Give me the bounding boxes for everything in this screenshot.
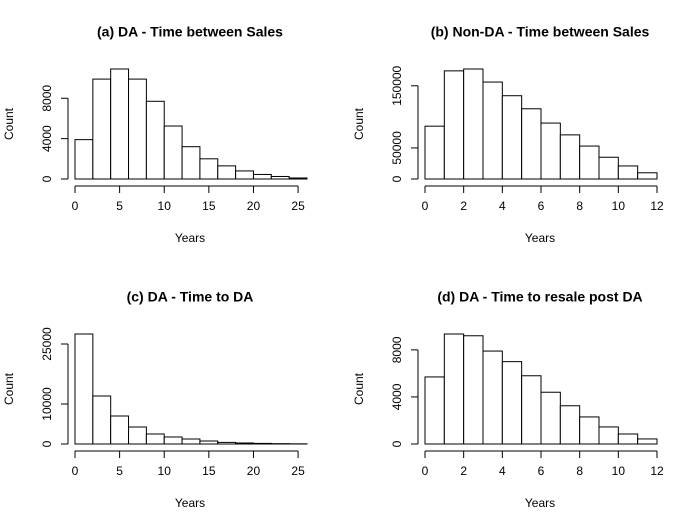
- bar: [443, 70, 465, 180]
- x-tick-label: 0: [72, 199, 79, 213]
- bar: [252, 442, 272, 445]
- bar: [199, 158, 219, 180]
- bar: [521, 108, 542, 180]
- bar: [559, 134, 581, 180]
- x-tick-label: 0: [422, 464, 429, 478]
- x-tick-label: 10: [612, 464, 626, 478]
- y-tick-label: 150000: [390, 65, 404, 105]
- x-tick-label: 2: [460, 464, 467, 478]
- x-tick-label: 10: [158, 464, 172, 478]
- bar: [424, 376, 445, 445]
- bar: [501, 95, 523, 180]
- bar: [145, 433, 165, 445]
- x-tick-label: 6: [538, 464, 545, 478]
- x-tick-label: 20: [247, 464, 261, 478]
- bar: [598, 426, 619, 445]
- bar: [235, 442, 254, 445]
- y-tick-label: 4000: [40, 125, 54, 152]
- y-axis-label: Count: [2, 372, 16, 405]
- bar: [521, 375, 542, 445]
- bar: [463, 68, 484, 180]
- x-tick-label: 4: [499, 464, 506, 478]
- bar: [540, 122, 561, 180]
- x-axis-label: Years: [175, 496, 205, 510]
- panel-title: (a) DA - Time between Sales: [97, 24, 283, 40]
- bar: [128, 78, 147, 180]
- x-tick-label: 8: [576, 199, 583, 213]
- x-tick-label: 8: [576, 464, 583, 478]
- bar: [163, 125, 183, 180]
- y-axis-label: Count: [352, 107, 366, 140]
- y-tick-label: 0: [40, 175, 54, 182]
- bar: [617, 433, 639, 445]
- bar: [235, 170, 254, 180]
- x-axis-label: Years: [175, 231, 205, 245]
- x-tick-label: 5: [116, 199, 123, 213]
- bar: [482, 81, 503, 180]
- bar: [110, 415, 130, 445]
- y-axis-label: Count: [2, 107, 16, 140]
- bar: [540, 391, 561, 445]
- bar: [637, 438, 658, 445]
- bar: [181, 438, 201, 445]
- y-tick-label: 25000: [40, 327, 54, 361]
- y-tick-label: 0: [390, 175, 404, 182]
- x-tick-label: 20: [247, 199, 261, 213]
- bar: [92, 395, 112, 445]
- bar: [288, 177, 308, 180]
- bar: [559, 405, 581, 445]
- bar: [74, 333, 94, 445]
- bar: [217, 441, 237, 445]
- x-tick-label: 2: [460, 199, 467, 213]
- x-axis-label: Years: [525, 231, 555, 245]
- bar: [252, 173, 272, 180]
- bar: [443, 333, 465, 445]
- panel-title: (d) DA - Time to resale post DA: [437, 289, 642, 305]
- y-tick-label: 8000: [40, 85, 54, 112]
- bar: [424, 125, 445, 180]
- bar: [270, 175, 290, 180]
- y-tick-label: 50000: [390, 131, 404, 165]
- x-tick-label: 4: [499, 199, 506, 213]
- bar: [598, 156, 619, 180]
- x-tick-label: 15: [202, 464, 216, 478]
- x-tick-label: 6: [538, 199, 545, 213]
- y-tick-label: 0: [40, 440, 54, 447]
- x-tick-label: 10: [612, 199, 626, 213]
- x-tick-label: 12: [650, 464, 664, 478]
- x-tick-label: 5: [116, 464, 123, 478]
- x-axis-label: Years: [525, 496, 555, 510]
- bar: [463, 335, 484, 445]
- bar: [637, 172, 658, 180]
- x-tick-label: 25: [291, 464, 305, 478]
- x-tick-label: 25: [291, 199, 305, 213]
- bar: [128, 426, 147, 445]
- bar: [145, 100, 165, 180]
- x-tick-label: 10: [158, 199, 172, 213]
- y-tick-label: 4000: [390, 383, 404, 410]
- y-tick-label: 0: [390, 440, 404, 447]
- x-tick-label: 0: [422, 199, 429, 213]
- bar: [199, 440, 219, 445]
- x-tick-label: 12: [650, 199, 664, 213]
- y-tick-label: 10000: [40, 387, 54, 421]
- bar: [501, 361, 523, 445]
- x-tick-label: 0: [72, 464, 79, 478]
- bar: [579, 145, 600, 180]
- bar: [617, 165, 639, 180]
- panel-title: (c) DA - Time to DA: [127, 289, 254, 305]
- x-tick-label: 15: [202, 199, 216, 213]
- bar: [163, 436, 183, 445]
- bar: [110, 68, 130, 180]
- bar: [482, 350, 503, 445]
- y-tick-label: 8000: [390, 336, 404, 363]
- bar: [217, 165, 237, 180]
- bar: [92, 78, 112, 180]
- panel-title: (b) Non-DA - Time between Sales: [431, 24, 650, 40]
- bar: [579, 416, 600, 445]
- y-axis-label: Count: [352, 372, 366, 405]
- bar: [74, 139, 94, 180]
- bar: [181, 146, 201, 180]
